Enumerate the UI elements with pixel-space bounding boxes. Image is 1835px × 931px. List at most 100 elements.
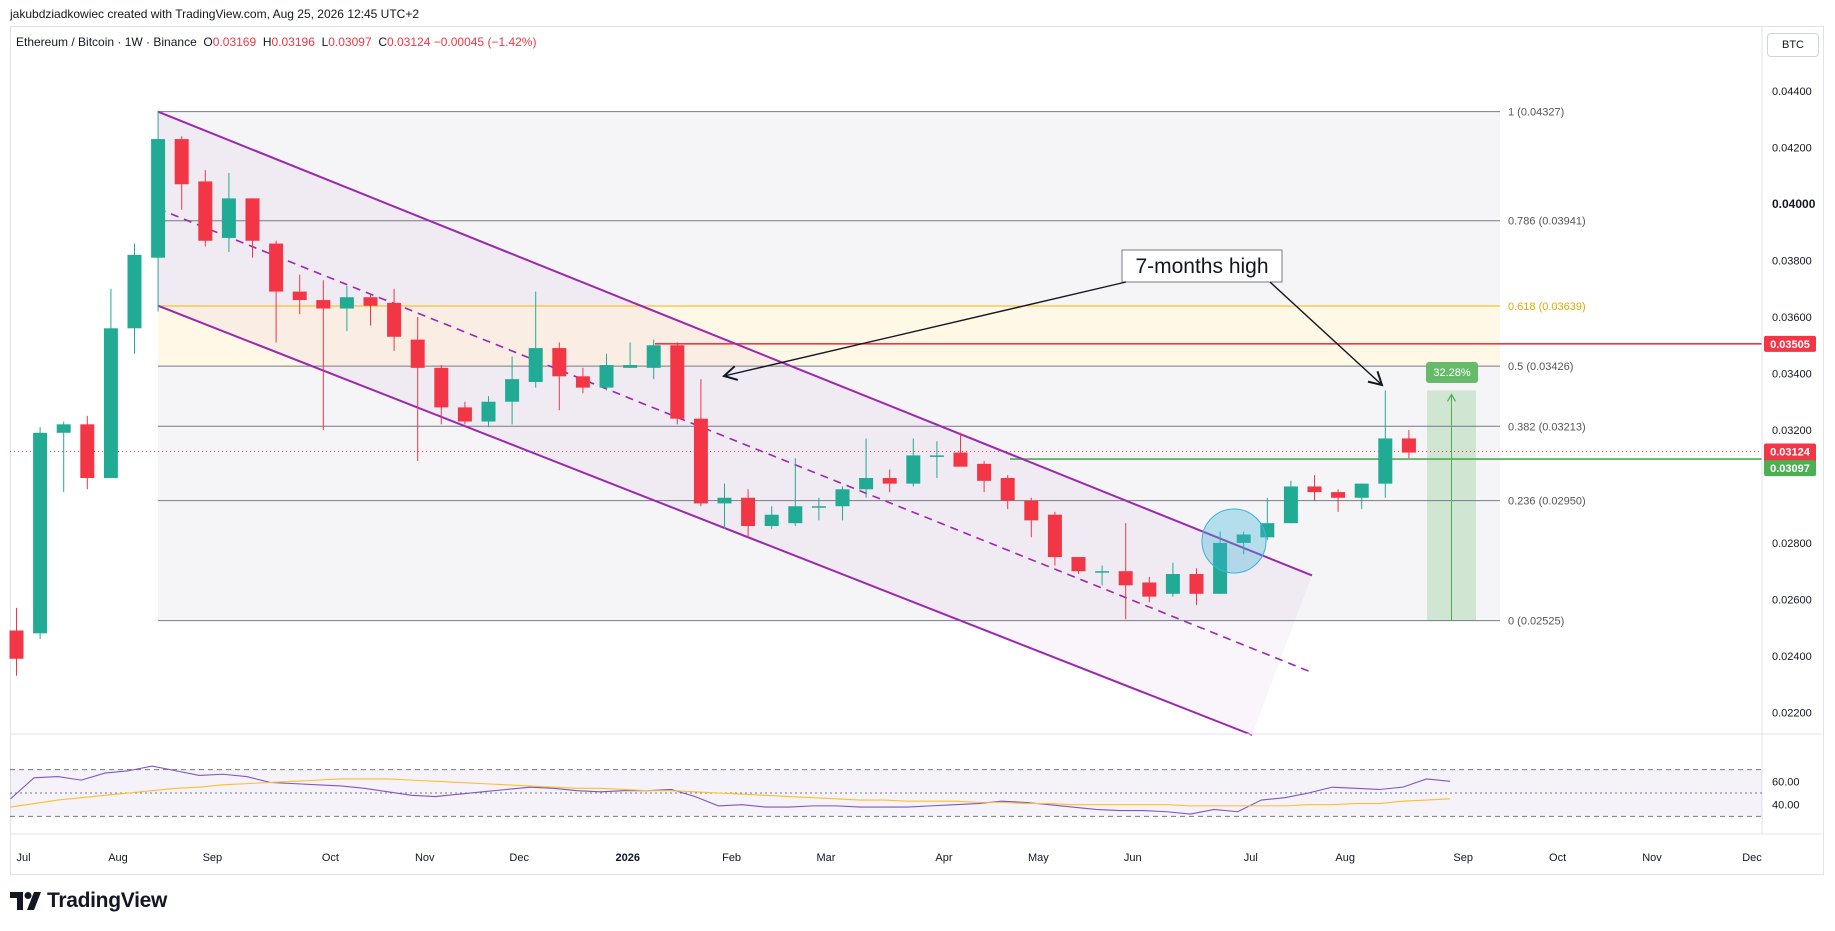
close-label: C	[378, 35, 387, 49]
open-value: 0.03169	[212, 35, 257, 49]
time-tick: Sep	[203, 852, 223, 864]
candle-down	[316, 300, 331, 309]
candle-up	[1095, 571, 1110, 573]
channel-fill	[158, 111, 1312, 736]
tradingview-logo[interactable]: TradingView	[10, 889, 167, 913]
time-tick: Dec	[1742, 852, 1762, 864]
candle-up	[835, 489, 850, 507]
low-value: 0.03097	[328, 35, 372, 49]
tradingview-logo-icon	[10, 892, 41, 910]
candle-down	[292, 291, 307, 301]
chart-frame	[10, 26, 1824, 875]
time-tick: Nov	[415, 852, 435, 864]
time-tick: 2026	[615, 852, 639, 864]
candle-up	[811, 506, 826, 508]
attribution-text: jakubdziadkowiec created with TradingVie…	[10, 7, 420, 21]
low-label: L	[321, 35, 329, 49]
candle-down	[670, 345, 685, 419]
time-tick: May	[1028, 852, 1049, 864]
time-tick: Jun	[1124, 852, 1142, 864]
candle-up	[646, 345, 661, 368]
candle-up	[481, 401, 496, 422]
candle-down	[693, 418, 708, 504]
candle-up	[339, 297, 354, 309]
annotation-text: 7-months high	[1135, 255, 1268, 278]
candle-up	[906, 455, 921, 484]
annotation-arrow-right	[1269, 281, 1384, 387]
price-tick: 0.04400	[1772, 86, 1812, 98]
fib-level-label: 0.5 (0.03426)	[1508, 361, 1573, 373]
fib-level-label: 1 (0.04327)	[1508, 107, 1564, 119]
time-tick: Oct	[322, 852, 339, 864]
fib-level-label: 0.382 (0.03213)	[1508, 421, 1586, 433]
candle-up	[103, 328, 118, 478]
currency-button[interactable]: BTC	[1767, 33, 1819, 57]
price-tick: 0.04000	[1772, 197, 1816, 211]
open-label: O	[203, 35, 213, 49]
price-tick: 0.04200	[1772, 143, 1812, 155]
time-tick: Aug	[1335, 852, 1355, 864]
time-tick: Nov	[1642, 852, 1662, 864]
support-price-label: 0.03097	[1770, 463, 1810, 475]
candle-down	[741, 497, 756, 527]
measure-label-box	[1426, 362, 1478, 383]
rsi-ma-line	[10, 778, 1451, 808]
candle-down	[1307, 486, 1322, 493]
price-tick: 0.03200	[1772, 425, 1812, 437]
time-tick: Jul	[1244, 852, 1258, 864]
change-value: −0.00045 (−1.42%)	[433, 35, 537, 49]
candle-up	[1165, 574, 1180, 594]
channel-median-line	[157, 207, 1313, 674]
candle-down	[575, 376, 590, 388]
time-tick: Mar	[817, 852, 836, 864]
high-label: H	[262, 35, 272, 49]
fib-level-label: 0.618 (0.03639)	[1508, 301, 1586, 313]
fib-level-label: 0 (0.02525)	[1508, 616, 1564, 628]
candle-up	[127, 254, 142, 329]
candle-up	[1283, 486, 1298, 524]
candle-down	[457, 407, 472, 422]
time-tick: Feb	[722, 852, 741, 864]
fib-level-label: 0.786 (0.03941)	[1508, 216, 1586, 228]
candle-up	[599, 365, 614, 388]
candle-down	[1000, 477, 1015, 501]
candle-down	[363, 297, 378, 306]
candle-up	[505, 379, 520, 402]
channel-upper-line	[157, 110, 1313, 577]
candle-down	[1401, 438, 1416, 453]
fib-golden-zone	[158, 305, 1500, 367]
fib-level-label: 0.236 (0.02950)	[1508, 496, 1586, 508]
candle-up	[623, 365, 638, 368]
price-tick: 0.03800	[1772, 256, 1812, 268]
time-tick: Sep	[1453, 852, 1473, 864]
time-tick: Apr	[935, 852, 952, 864]
candle-down	[434, 367, 449, 408]
candle-up	[717, 497, 732, 504]
brand-name: TradingView	[47, 889, 168, 912]
candle-down	[1142, 582, 1157, 597]
candle-down	[1189, 574, 1204, 594]
candle-down	[269, 243, 284, 292]
candle-up	[1213, 542, 1228, 594]
candle-up	[221, 198, 236, 238]
close-value: 0.03124	[386, 35, 431, 49]
time-tick: Oct	[1549, 852, 1566, 864]
time-tick: Aug	[108, 852, 128, 864]
candle-up	[1236, 534, 1251, 543]
candle-down	[1071, 557, 1086, 572]
price-tick: 0.02600	[1772, 594, 1812, 606]
price-tick: 0.03400	[1772, 368, 1812, 380]
symbol-title: Ethereum / Bitcoin · 1W · Binance	[16, 35, 197, 49]
price-tick: 0.02400	[1772, 651, 1812, 663]
candle-up	[56, 424, 71, 433]
candle-down	[882, 477, 897, 484]
annotation-arrow-left	[722, 281, 1127, 381]
candle-up	[151, 139, 166, 258]
candle-up	[764, 514, 779, 527]
candle-up	[788, 506, 803, 524]
candle-down	[977, 463, 992, 481]
candle-up	[1354, 483, 1369, 498]
measure-label: 32.28%	[1433, 367, 1471, 379]
candle-up	[1260, 523, 1275, 538]
